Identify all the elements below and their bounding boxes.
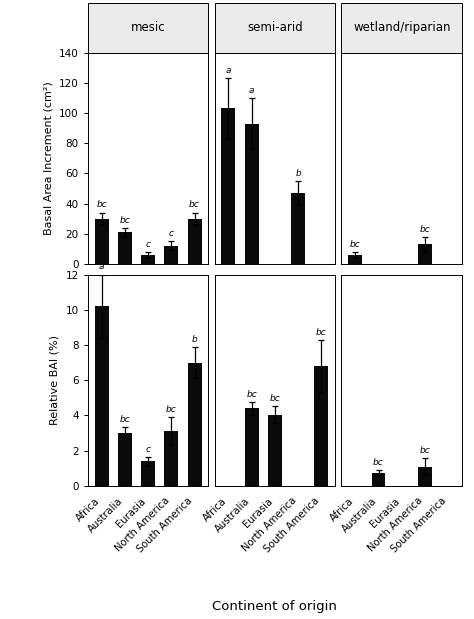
Text: c: c: [146, 444, 151, 454]
Text: b: b: [295, 169, 301, 178]
Bar: [291, 193, 305, 264]
Text: bc: bc: [350, 240, 361, 249]
Bar: [164, 431, 178, 486]
Text: mesic: mesic: [131, 21, 165, 35]
Bar: [188, 363, 201, 486]
Bar: [164, 246, 178, 264]
Bar: [372, 473, 385, 486]
Text: bc: bc: [246, 390, 257, 399]
Text: bc: bc: [316, 327, 327, 337]
Text: bc: bc: [189, 201, 200, 209]
Bar: [418, 245, 432, 264]
Bar: [118, 232, 132, 264]
Text: c: c: [169, 229, 174, 238]
Bar: [141, 461, 155, 486]
Text: bc: bc: [419, 446, 430, 454]
Bar: [141, 255, 155, 264]
Text: b: b: [191, 335, 197, 344]
Text: bc: bc: [166, 405, 177, 414]
Bar: [348, 255, 362, 264]
Text: bc: bc: [270, 394, 280, 402]
Y-axis label: Basal Area Increment (cm²): Basal Area Increment (cm²): [43, 82, 54, 235]
Bar: [418, 467, 432, 486]
Text: a: a: [249, 86, 255, 95]
Text: a: a: [226, 66, 231, 75]
Bar: [95, 306, 109, 486]
Bar: [314, 366, 328, 486]
Bar: [221, 108, 236, 264]
Text: bc: bc: [96, 201, 107, 209]
Text: bc: bc: [373, 458, 384, 467]
Text: bc: bc: [119, 415, 130, 424]
Bar: [118, 433, 132, 486]
Text: semi-arid: semi-arid: [247, 21, 303, 35]
Bar: [245, 409, 259, 486]
Text: c: c: [146, 240, 151, 249]
Bar: [268, 415, 282, 486]
Bar: [245, 124, 259, 264]
Bar: [188, 219, 201, 264]
Text: wetland/riparian: wetland/riparian: [353, 21, 450, 35]
Y-axis label: Relative BAI (%): Relative BAI (%): [50, 335, 60, 425]
Text: bc: bc: [419, 225, 430, 233]
Text: a: a: [99, 262, 104, 271]
Text: bc: bc: [119, 215, 130, 225]
Text: Continent of origin: Continent of origin: [212, 600, 337, 613]
Bar: [95, 219, 109, 264]
